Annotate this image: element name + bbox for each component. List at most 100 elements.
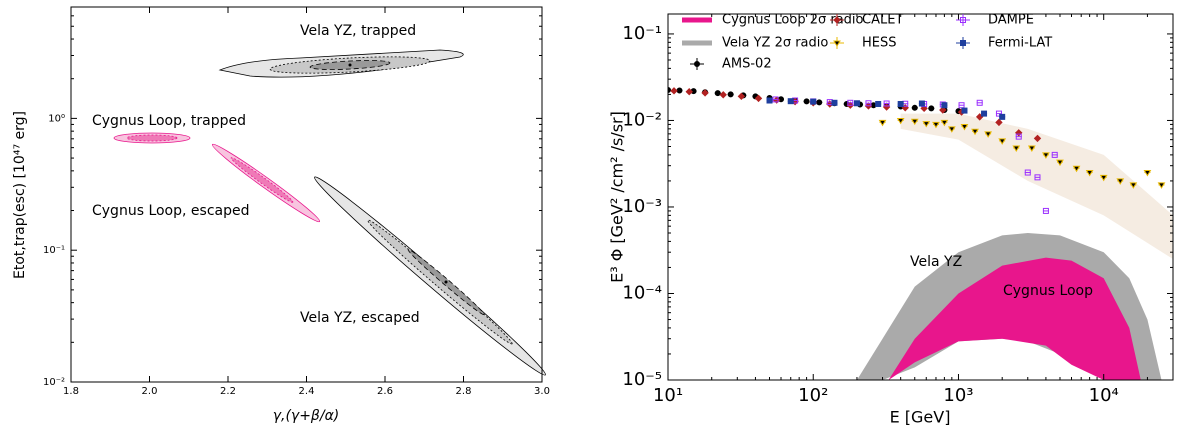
x-axis-title: γ,(γ+β/α) (273, 408, 340, 424)
legend-label: AMS-02 (722, 57, 772, 72)
point (998, 138, 1007, 145)
legend-label: CALET (862, 13, 903, 28)
point (910, 118, 919, 126)
point (1056, 159, 1064, 167)
point (847, 99, 854, 106)
x-tick-label: 1.8 (63, 386, 79, 397)
point (1116, 178, 1125, 185)
annotation: Cygnus Loop, escaped (92, 203, 249, 219)
point (737, 92, 746, 101)
point (1042, 207, 1049, 214)
y-tick-label: 10⁻¹ (43, 245, 65, 256)
legend-marker (694, 61, 700, 67)
point (984, 131, 992, 138)
point (960, 124, 969, 131)
point (1024, 169, 1031, 176)
annotation: Vela YZ, trapped (300, 23, 416, 39)
x-tick-label: 10² (798, 385, 828, 406)
point (754, 94, 763, 103)
legend-marker (833, 16, 841, 24)
point (1129, 182, 1138, 189)
x-tick-label: 2.4 (299, 386, 315, 397)
best-fit (348, 63, 352, 67)
point (995, 110, 1002, 117)
contour-inner (367, 219, 513, 345)
x-tick-label: 10¹ (653, 385, 683, 406)
point (971, 128, 979, 136)
point (875, 100, 882, 107)
point (1027, 145, 1036, 153)
x-tick-label: 3.0 (534, 386, 550, 397)
point (1143, 170, 1152, 177)
y-axis-title: Etot,trap(esc) [10⁴⁷ erg] (12, 111, 28, 279)
point (685, 87, 693, 96)
point (1015, 133, 1022, 140)
y-tick-label: 10⁻⁵ (622, 369, 662, 390)
point (976, 99, 983, 106)
y-tick-label: 10⁻¹ (622, 23, 662, 44)
point (939, 106, 947, 114)
point (941, 102, 948, 109)
legend-marker (833, 40, 841, 47)
point (853, 100, 860, 107)
point (676, 87, 683, 94)
y-tick-label: 10⁻² (43, 377, 65, 388)
point (1157, 182, 1166, 189)
point (896, 117, 905, 125)
point (1072, 165, 1081, 173)
point (787, 98, 794, 105)
x-axis-title: E [GeV] (890, 408, 951, 427)
point (668, 86, 671, 93)
point (995, 118, 1003, 127)
x-tick-label: 2.8 (456, 386, 472, 397)
point (670, 87, 678, 95)
point (932, 121, 940, 129)
point (961, 107, 968, 114)
point (928, 105, 935, 112)
legend-label: HESS (862, 36, 897, 51)
point (878, 119, 887, 127)
legend-marker (960, 40, 966, 46)
point (714, 90, 721, 97)
point (727, 91, 734, 98)
contour-inner (126, 134, 178, 142)
y-tick-label: 10⁰ (48, 113, 65, 124)
point (1051, 151, 1058, 158)
x-tick-label: 2.2 (220, 386, 236, 397)
x-tick-label: 2.6 (377, 386, 393, 397)
x-tick-label: 2.0 (142, 386, 158, 397)
point (1085, 170, 1094, 177)
point (816, 99, 823, 106)
point (766, 97, 773, 104)
point (999, 113, 1006, 120)
y-tick-label: 10⁻² (622, 109, 662, 130)
point (719, 91, 727, 99)
annotation: Vela YZ, escaped (300, 310, 420, 326)
annotation: Cygnus Loop, trapped (92, 113, 246, 129)
point (1099, 174, 1108, 182)
point (1042, 152, 1050, 159)
contour-inner (230, 157, 294, 203)
point (918, 100, 925, 107)
point (883, 100, 890, 107)
point (1034, 174, 1041, 181)
radio-band (888, 257, 1141, 380)
contours (113, 49, 546, 376)
legend-label: Vela YZ 2σ radio (722, 36, 828, 51)
legend-label: DAMPE (988, 13, 1034, 28)
plot-frame (667, 13, 1174, 381)
point (1033, 134, 1042, 143)
point (701, 89, 709, 97)
annotation: Vela YZ (910, 254, 962, 270)
point (940, 119, 949, 127)
y-axis-title: E³ Φ [GeV² /cm² /s/sr] (608, 111, 627, 283)
x-tick-label: 10⁴ (1089, 385, 1119, 406)
point (865, 100, 872, 107)
legend-marker (960, 17, 966, 23)
point (803, 98, 810, 105)
legend-label: Fermi-LAT (988, 36, 1052, 51)
point (922, 121, 931, 128)
point (981, 110, 988, 117)
